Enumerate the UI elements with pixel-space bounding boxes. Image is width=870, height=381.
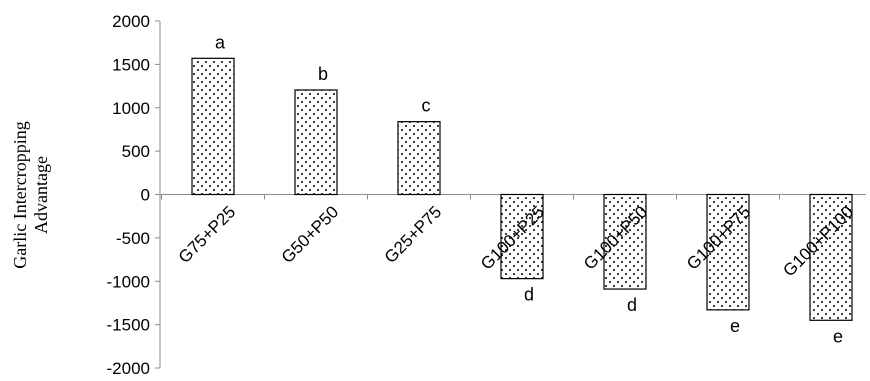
significance-letter: a [215, 32, 226, 52]
bar [603, 193, 647, 290]
significance-letter: c [422, 96, 431, 116]
bar [294, 89, 338, 196]
bar [706, 193, 750, 311]
significance-letters: a b c d d e e [215, 32, 843, 346]
y-axis-label-line-1: Garlic Intercropping [10, 121, 30, 268]
bar [397, 121, 441, 196]
y-tick-label: 2000 [112, 12, 150, 31]
y-tick-label: -500 [116, 229, 150, 248]
y-tick-label: -1500 [107, 316, 150, 335]
y-tick-label: 0 [141, 186, 150, 205]
y-tick-labels: 2000 1500 1000 500 0 -500 -1000 -1500 -2000 [107, 12, 160, 378]
significance-letter: d [627, 295, 637, 315]
bar [500, 193, 544, 280]
bar [809, 193, 853, 321]
significance-letter: e [730, 316, 740, 336]
y-tick-label: -2000 [107, 359, 150, 378]
y-tick-label: 500 [122, 142, 150, 161]
significance-letter: e [833, 326, 843, 346]
y-tick-label: 1500 [112, 55, 150, 74]
significance-letter: d [524, 285, 534, 305]
y-axis-label-line-2: Advantage [31, 156, 51, 234]
category-label: G25+P75 [381, 202, 446, 267]
bars [191, 57, 853, 321]
y-axis-label: Garlic Intercropping Advantage [10, 121, 51, 268]
y-tick-label: -1000 [107, 272, 150, 291]
category-label: G75+P25 [175, 202, 240, 267]
bar [191, 57, 235, 196]
y-tick-label: 1000 [112, 99, 150, 118]
significance-letter: b [318, 64, 328, 84]
category-label: G50+P50 [278, 202, 343, 267]
